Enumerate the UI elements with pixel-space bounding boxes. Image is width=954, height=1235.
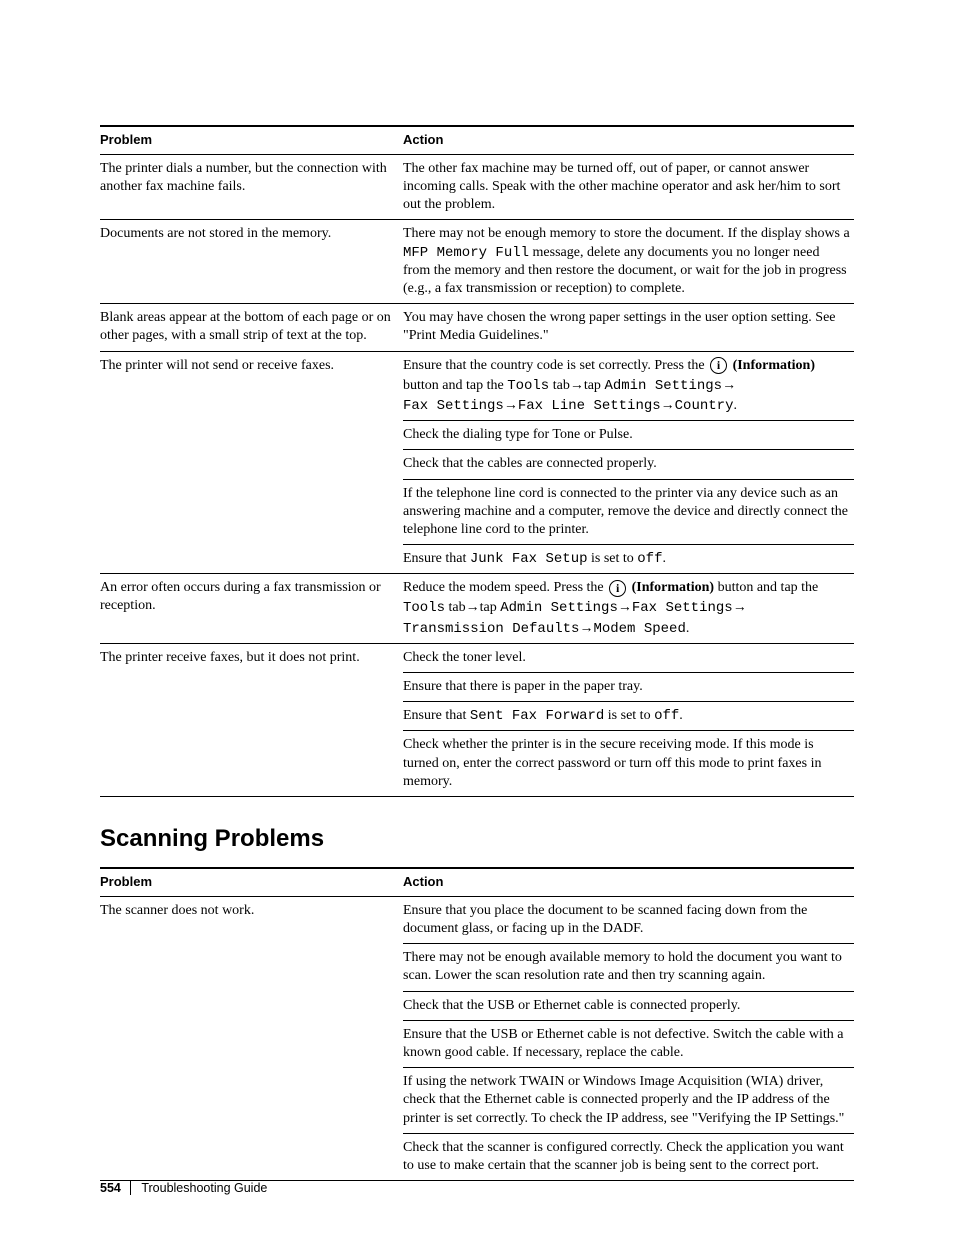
table-row: Blank areas appear at the bottom of each… — [100, 304, 854, 351]
action-cell: Reduce the modem speed. Press the i (Inf… — [403, 574, 854, 644]
action-text: Ensure that the country code is set corr… — [403, 358, 708, 373]
code-text: Transmission Defaults — [403, 621, 579, 637]
action-cell: Check that the USB or Ethernet cable is … — [403, 991, 854, 1020]
action-cell: You may have chosen the wrong paper sett… — [403, 304, 854, 351]
problem-cell: The printer will not send or receive fax… — [100, 351, 403, 574]
action-text: . — [733, 398, 737, 413]
action-cell: If the telephone line cord is connected … — [403, 479, 854, 545]
info-label: (Information) — [733, 358, 815, 373]
action-text: . — [679, 708, 683, 723]
information-icon: i — [710, 357, 727, 374]
code-text: Admin Settings — [500, 600, 618, 616]
arrow-icon: → — [504, 396, 518, 412]
col-action-header: Action — [403, 126, 854, 154]
code-text: Fax Settings — [403, 398, 504, 414]
code-text: Tools — [403, 600, 445, 616]
arrow-icon: → — [661, 396, 675, 412]
problem-cell: Blank areas appear at the bottom of each… — [100, 304, 403, 351]
action-cell: If using the network TWAIN or Windows Im… — [403, 1068, 854, 1134]
information-icon: i — [609, 580, 626, 597]
problem-cell: An error often occurs during a fax trans… — [100, 574, 403, 644]
scanning-problems-table: Problem Action The scanner does not work… — [100, 867, 854, 1181]
action-text: is set to — [604, 708, 654, 723]
code-text: Admin Settings — [604, 378, 722, 394]
action-cell: Ensure that the USB or Ethernet cable is… — [403, 1020, 854, 1067]
action-text: Ensure that — [403, 551, 470, 566]
action-text: button and tap the — [714, 580, 818, 595]
code-text: Country — [675, 398, 734, 414]
code-text: off — [637, 551, 662, 567]
action-cell: Ensure that the country code is set corr… — [403, 351, 854, 421]
action-cell: Check that the cables are connected prop… — [403, 450, 854, 479]
action-text: There may not be enough memory to store … — [403, 226, 850, 241]
code-text: MFP Memory Full — [403, 245, 529, 261]
arrow-icon: → — [466, 598, 480, 614]
arrow-icon: → — [733, 598, 747, 614]
problem-cell: Documents are not stored in the memory. — [100, 220, 403, 304]
table-row: Documents are not stored in the memory. … — [100, 220, 854, 304]
action-cell: Ensure that you place the document to be… — [403, 896, 854, 943]
arrow-icon: → — [722, 376, 736, 392]
action-text: tab — [445, 600, 466, 615]
code-text: Tools — [507, 378, 549, 394]
action-text: tap — [584, 378, 605, 393]
code-text: Fax Settings — [632, 600, 733, 616]
page-footer: 554 Troubleshooting Guide — [100, 1181, 273, 1195]
action-cell: There may not be enough available memory… — [403, 944, 854, 991]
info-label: (Information) — [632, 580, 714, 595]
action-text: Reduce the modem speed. Press the — [403, 580, 607, 595]
action-text: tab — [549, 378, 570, 393]
table-row: The scanner does not work. Ensure that y… — [100, 896, 854, 943]
code-text: Modem Speed — [593, 621, 685, 637]
page-number: 554 — [100, 1181, 121, 1195]
table-row: The printer will not send or receive fax… — [100, 351, 854, 421]
action-text: button and tap the — [403, 378, 507, 393]
action-cell: There may not be enough memory to store … — [403, 220, 854, 304]
problem-cell: The printer receive faxes, but it does n… — [100, 643, 403, 796]
action-text: tap — [480, 600, 501, 615]
footer-title: Troubleshooting Guide — [130, 1181, 267, 1195]
problem-cell: The printer dials a number, but the conn… — [100, 154, 403, 220]
col-action-header: Action — [403, 868, 854, 896]
action-text: . — [663, 551, 667, 566]
table-row: The printer receive faxes, but it does n… — [100, 643, 854, 672]
arrow-icon: → — [570, 376, 584, 392]
action-cell: Ensure that Junk Fax Setup is set to off… — [403, 545, 854, 574]
code-text: Fax Line Settings — [518, 398, 661, 414]
action-cell: Check the dialing type for Tone or Pulse… — [403, 421, 854, 450]
action-cell: Check the toner level. — [403, 643, 854, 672]
code-text: Junk Fax Setup — [470, 551, 588, 567]
col-problem-header: Problem — [100, 126, 403, 154]
table-row: The printer dials a number, but the conn… — [100, 154, 854, 220]
action-text: . — [686, 621, 690, 636]
action-text: is set to — [588, 551, 638, 566]
action-cell: Ensure that Sent Fax Forward is set to o… — [403, 702, 854, 731]
arrow-icon: → — [618, 598, 632, 614]
section-title-scanning-problems: Scanning Problems — [100, 825, 854, 853]
code-text: Sent Fax Forward — [470, 708, 604, 724]
action-cell: Check whether the printer is in the secu… — [403, 731, 854, 797]
table-row: An error often occurs during a fax trans… — [100, 574, 854, 644]
problem-cell: The scanner does not work. — [100, 896, 403, 1180]
action-cell: Ensure that there is paper in the paper … — [403, 673, 854, 702]
code-text: off — [654, 708, 679, 724]
action-text: Ensure that — [403, 708, 470, 723]
action-cell: The other fax machine may be turned off,… — [403, 154, 854, 220]
action-cell: Check that the scanner is configured cor… — [403, 1133, 854, 1180]
fax-problems-table: Problem Action The printer dials a numbe… — [100, 125, 854, 797]
col-problem-header: Problem — [100, 868, 403, 896]
arrow-icon: → — [579, 619, 593, 635]
